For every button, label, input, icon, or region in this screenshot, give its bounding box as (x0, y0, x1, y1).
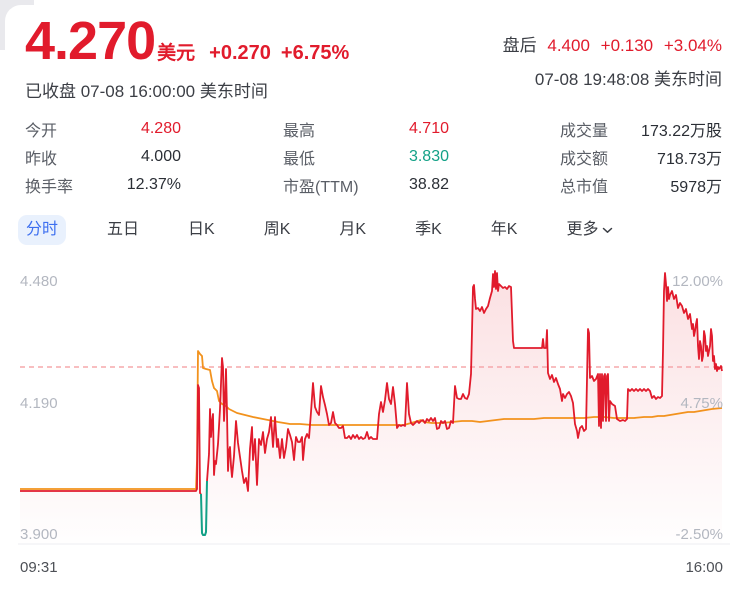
y-axis-label-right-mid: 4.75% (680, 395, 723, 412)
stat-row: 总市值 5978万 (560, 171, 722, 199)
after-hours-time: 07-08 19:48:08 美东时间 (534, 70, 722, 90)
quote-header: 4.270 美元 +0.270 +6.75% 已收盘 07-08 16:00:00… (0, 14, 745, 102)
price-change-percent: +6.75% (280, 42, 350, 64)
after-hours-change: +0.130 (600, 36, 654, 55)
chevron-down-icon (603, 227, 613, 233)
tab-more-label: 更多 (566, 221, 599, 238)
after-hours-price: 4.400 (547, 36, 590, 55)
stat-value: 4.710 (408, 120, 449, 137)
below-prev-close-line (200, 480, 208, 536)
after-hours-label: 盘后 (502, 36, 537, 55)
tab-monthly-k[interactable]: 月K (331, 215, 374, 245)
stat-label: 成交额 (560, 151, 609, 168)
x-axis-label-start: 09:31 (20, 559, 58, 576)
stat-label: 成交量 (560, 123, 609, 140)
intraday-chart[interactable]: 4.480 4.190 3.900 12.00% 4.75% -2.50% 09… (0, 251, 745, 592)
price-line (20, 384, 202, 495)
price-row: 4.270 美元 +0.270 +6.75% (25, 14, 349, 68)
currency-label: 美元 (157, 43, 196, 64)
stats-column-1: 今开 4.280 昨收 4.000 换手率 12.37% (25, 115, 181, 199)
stat-label: 换手率 (25, 179, 74, 196)
stat-label: 市盈(TTM) (283, 179, 359, 196)
stat-value: 4.280 (140, 120, 181, 137)
stat-value: 4.000 (140, 148, 181, 165)
quote-header-left: 4.270 美元 +0.270 +6.75% 已收盘 07-08 16:00:00… (25, 14, 349, 102)
stat-label: 昨收 (25, 151, 58, 168)
chart-period-tabs: 分时 五日 日K 周K 月K 季K 年K 更多 (0, 211, 745, 249)
stat-row: 换手率 12.37% (25, 171, 181, 199)
y-axis-label-right-bottom: -2.50% (675, 526, 723, 543)
price-line (206, 270, 723, 492)
market-status: 已收盘 07-08 16:00:00 美东时间 (25, 82, 268, 101)
stat-label: 最高 (283, 123, 316, 140)
stat-row: 成交量 173.22万股 (560, 115, 722, 143)
quote-header-right: 盘后 4.400 +0.130 +3.04% 07-08 19:48:08 美东… (503, 14, 722, 102)
stats-column-3: 成交量 173.22万股 成交额 718.73万 总市值 5978万 (560, 115, 722, 199)
stat-row: 最低 3.830 (283, 143, 449, 171)
y-axis-label-left-bottom: 3.900 (20, 526, 58, 543)
stats-grid: 今开 4.280 昨收 4.000 换手率 12.37% 最高 4.710 最低… (0, 115, 745, 199)
stat-value: 12.37% (126, 176, 181, 193)
x-axis-label-end: 16:00 (685, 559, 723, 576)
tab-5day[interactable]: 五日 (99, 215, 147, 245)
current-price: 4.270 (25, 11, 156, 71)
stat-row: 今开 4.280 (25, 115, 181, 143)
stat-row: 昨收 4.000 (25, 143, 181, 171)
stat-value: 38.82 (408, 176, 449, 193)
intraday-chart-canvas[interactable]: 4.480 4.190 3.900 12.00% 4.75% -2.50% 09… (0, 251, 745, 592)
tab-quarterly-k[interactable]: 季K (407, 215, 450, 245)
tab-more[interactable]: 更多 (558, 215, 621, 245)
stat-value: 718.73万 (657, 151, 722, 168)
y-axis-label-right-top: 12.00% (672, 273, 723, 290)
stat-row: 最高 4.710 (283, 115, 449, 143)
after-hours-change-percent: +3.04% (663, 36, 722, 55)
stat-value: 5978万 (670, 179, 722, 196)
tab-daily-k[interactable]: 日K (180, 215, 223, 245)
stat-label: 最低 (283, 151, 316, 168)
stat-label: 总市值 (560, 179, 609, 196)
window-corner-artifact (0, 0, 75, 85)
y-axis-label-left-mid: 4.190 (20, 395, 58, 412)
tab-minute[interactable]: 分时 (18, 215, 67, 245)
stat-row: 成交额 718.73万 (560, 143, 722, 171)
tab-weekly-k[interactable]: 周K (256, 215, 299, 245)
price-change: +0.270 (209, 42, 271, 64)
after-hours-row: 盘后 4.400 +0.130 +3.04% (503, 36, 722, 56)
stats-column-2: 最高 4.710 最低 3.830 市盈(TTM) 38.82 (283, 115, 449, 199)
stat-row: 市盈(TTM) 38.82 (283, 171, 449, 199)
price-area-fill (20, 271, 722, 544)
stat-value: 173.22万股 (641, 123, 722, 140)
y-axis-label-left-top: 4.480 (20, 273, 58, 290)
stat-value: 3.830 (408, 148, 449, 165)
tab-yearly-k[interactable]: 年K (483, 215, 526, 245)
stat-label: 今开 (25, 123, 58, 140)
